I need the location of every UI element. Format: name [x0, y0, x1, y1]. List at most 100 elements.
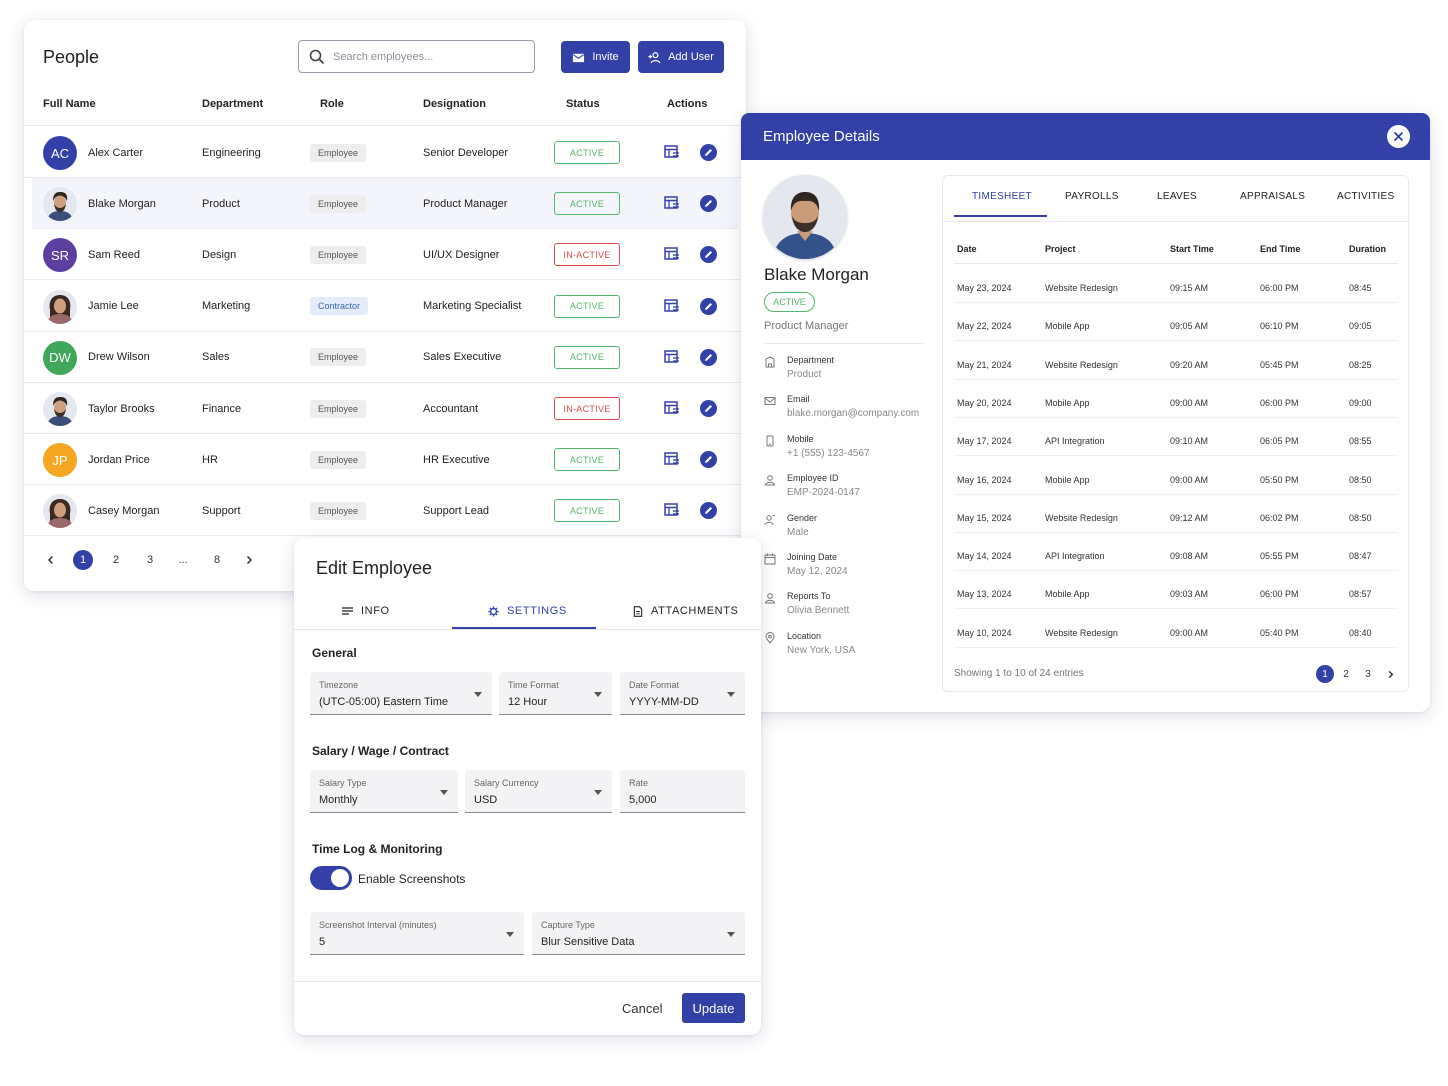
- timesheet-header: Date Project Start Time End Time Duratio…: [954, 226, 1398, 264]
- edit-icon[interactable]: [700, 144, 717, 161]
- employee-name[interactable]: Jordan Price: [88, 453, 150, 466]
- next-page-icon[interactable]: [239, 550, 259, 570]
- info-label: Employee ID: [787, 473, 839, 484]
- tab-settings[interactable]: SETTINGS: [488, 605, 567, 617]
- info-value: May 12, 2024: [787, 566, 848, 577]
- employee-name[interactable]: Taylor Brooks: [88, 402, 155, 415]
- col-status: Status: [566, 98, 600, 110]
- info-value: Product: [787, 369, 822, 380]
- ts-duration: 08:25: [1349, 359, 1372, 370]
- timesheet-icon[interactable]: [664, 298, 680, 314]
- search-box[interactable]: [298, 40, 535, 73]
- ts-page-1[interactable]: 1: [1316, 665, 1334, 683]
- timesheet-icon[interactable]: [664, 195, 680, 211]
- search-icon: [309, 49, 325, 64]
- salary-type-select[interactable]: Salary Type Monthly: [310, 770, 458, 813]
- ts-project: API Integration: [1045, 551, 1105, 562]
- edit-icon[interactable]: [700, 297, 717, 315]
- ts-page-3[interactable]: 3: [1365, 668, 1371, 680]
- table-row[interactable]: Blake Morgan Product Employee Product Manag…: [32, 178, 738, 230]
- phone-icon: [766, 435, 774, 447]
- edit-icon[interactable]: [700, 451, 717, 469]
- table-row[interactable]: JP Jordan Price HR Employee HR Executive ACTI…: [24, 434, 746, 486]
- table-row[interactable]: Jamie Lee Marketing Contractor Marketing Sp…: [24, 281, 746, 332]
- table-row[interactable]: DW Drew Wilson Sales Employee Sales Executiv…: [24, 332, 746, 383]
- tab-attachments[interactable]: ATTACHMENTS: [633, 605, 738, 617]
- tab-appraisals[interactable]: APPRAISALS: [1240, 191, 1306, 202]
- table-row[interactable]: AC Alex Carter Engineering Employee Senior D…: [24, 127, 746, 178]
- employee-name[interactable]: Casey Morgan: [88, 504, 160, 517]
- timezone-select[interactable]: Timezone (UTC-05:00) Eastern Time: [310, 672, 492, 715]
- avatar: [43, 289, 77, 324]
- timesheet-icon[interactable]: [664, 502, 680, 518]
- invite-button[interactable]: Invite: [561, 41, 630, 73]
- tab-timesheet[interactable]: TIMESHEET: [972, 191, 1032, 202]
- table-row[interactable]: SR Sam Reed Design Employee UI/UX Designer IN…: [24, 229, 746, 281]
- employee-name[interactable]: Jamie Lee: [88, 300, 139, 313]
- search-input[interactable]: [333, 50, 523, 63]
- timesheet-icon[interactable]: [664, 144, 680, 160]
- ts-end-time: 05:45 PM: [1260, 359, 1299, 370]
- ts-date: May 14, 2024: [957, 551, 1012, 562]
- tab-activities[interactable]: ACTIVITIES: [1337, 191, 1395, 202]
- timesheet-icon[interactable]: [664, 349, 680, 365]
- edit-icon[interactable]: [700, 246, 717, 264]
- close-button[interactable]: [1387, 125, 1410, 148]
- edit-icon[interactable]: [700, 502, 717, 520]
- tab-info-label: INFO: [361, 605, 390, 617]
- avatar: [43, 494, 77, 529]
- info-value: blake.morgan@company.com: [787, 408, 920, 420]
- ts-project: Mobile App: [1045, 397, 1090, 408]
- page-1[interactable]: 1: [73, 550, 93, 570]
- profile-photo: [763, 175, 847, 259]
- tab-info[interactable]: INFO: [342, 605, 390, 617]
- edit-icon[interactable]: [700, 348, 717, 366]
- table-row[interactable]: Casey Morgan Support Employee Support Lead A…: [24, 485, 746, 537]
- role-badge: Employee: [310, 348, 367, 367]
- tab-underline: [452, 627, 596, 629]
- table-row[interactable]: Taylor Brooks Finance Employee Accountant IN…: [24, 383, 746, 434]
- employee-name[interactable]: Blake Morgan: [88, 197, 156, 210]
- salary-currency-select[interactable]: Salary Currency USD: [465, 770, 612, 813]
- status-badge: ACTIVE: [554, 448, 620, 472]
- capture-type-select[interactable]: Capture Type Blur Sensitive Data: [532, 912, 745, 955]
- cancel-button[interactable]: Cancel: [622, 1001, 663, 1016]
- ts-end-time: 06:00 PM: [1260, 397, 1299, 408]
- update-button[interactable]: Update: [682, 993, 745, 1023]
- tab-leaves[interactable]: LEAVES: [1157, 191, 1197, 202]
- timesheet-icon[interactable]: [664, 451, 680, 467]
- employee-name[interactable]: Sam Reed: [88, 248, 140, 261]
- prev-page-icon[interactable]: [41, 550, 61, 570]
- salary-currency-label: Salary Currency: [474, 778, 539, 788]
- timesheet-icon[interactable]: [664, 400, 680, 416]
- time-format-select[interactable]: Time Format 12 Hour: [499, 672, 612, 715]
- rate-field[interactable]: Rate 5,000: [620, 770, 745, 813]
- screenshot-interval-select[interactable]: Screenshot Interval (minutes) 5: [310, 912, 524, 955]
- page-8[interactable]: 8: [213, 554, 221, 566]
- status-badge: IN-ACTIVE: [554, 243, 620, 267]
- screenshots-toggle[interactable]: [310, 866, 352, 890]
- employee-name[interactable]: Alex Carter: [88, 146, 144, 159]
- page-3[interactable]: 3: [146, 554, 154, 566]
- table-header: Full Name Department Role Designation St…: [24, 90, 746, 126]
- gender-icon: [764, 514, 775, 525]
- ts-next-page-icon[interactable]: [1381, 665, 1399, 683]
- ts-duration: 08:55: [1349, 436, 1372, 447]
- timesheet-icon[interactable]: [664, 246, 680, 262]
- ts-end-time: 06:02 PM: [1260, 512, 1299, 523]
- add-user-button[interactable]: Add User: [638, 41, 724, 73]
- page-2[interactable]: 2: [112, 554, 120, 566]
- avatar: AC: [43, 136, 77, 170]
- ts-duration: 08:57: [1349, 589, 1372, 600]
- edit-icon[interactable]: [700, 195, 717, 213]
- employee-name[interactable]: Drew Wilson: [88, 351, 150, 364]
- tab-payrolls[interactable]: PAYROLLS: [1065, 191, 1119, 202]
- ts-page-2[interactable]: 2: [1343, 668, 1349, 680]
- role-badge: Employee: [310, 450, 367, 469]
- role-badge: Employee: [310, 194, 367, 213]
- ts-start-time: 09:00 AM: [1170, 627, 1209, 638]
- ts-start-time: 09:20 AM: [1170, 359, 1209, 370]
- edit-icon[interactable]: [700, 400, 717, 417]
- timesheet-row: May 15, 2024 Website Redesign 09:12 AM 06:0…: [954, 495, 1398, 533]
- date-format-select[interactable]: Date Format YYYY-MM-DD: [620, 672, 745, 715]
